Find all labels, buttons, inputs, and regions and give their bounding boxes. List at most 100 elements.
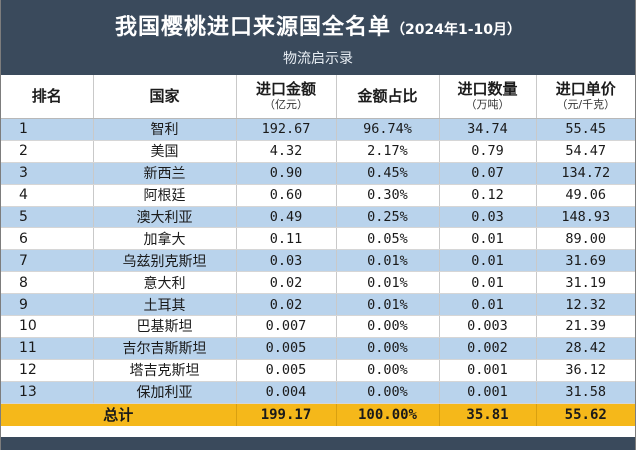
cell-country: 美国 bbox=[93, 140, 237, 163]
cell-quantity: 0.01 bbox=[439, 227, 537, 251]
cell-rank: 11 bbox=[1, 337, 94, 360]
cell-amount: 0.004 bbox=[236, 381, 337, 404]
cell-price: 28.42 bbox=[536, 337, 635, 360]
cell-quantity: 0.07 bbox=[439, 162, 537, 185]
cell-country: 智利 bbox=[93, 118, 237, 141]
cell-share: 0.45% bbox=[336, 162, 440, 185]
cell-quantity: 0.01 bbox=[439, 271, 537, 295]
total-label: 总计 bbox=[1, 403, 237, 426]
table-row: 11 吉尔吉斯斯坦 0.005 0.00% 0.002 28.42 bbox=[1, 337, 635, 360]
cell-price: 36.12 bbox=[536, 359, 635, 382]
table-row: 3 新西兰 0.90 0.45% 0.07 134.72 bbox=[1, 162, 635, 185]
cell-rank: 2 bbox=[1, 140, 94, 163]
cell-share: 0.30% bbox=[336, 184, 440, 207]
cell-rank: 9 bbox=[1, 293, 94, 317]
cell-country: 新西兰 bbox=[93, 162, 237, 185]
col-header-quantity: 进口数量 （万吨） bbox=[439, 75, 537, 119]
cell-price: 31.19 bbox=[536, 271, 635, 295]
cell-amount: 0.03 bbox=[236, 249, 337, 273]
cell-share: 0.00% bbox=[336, 337, 440, 360]
cell-country: 塔吉克斯坦 bbox=[93, 359, 237, 382]
cell-country: 保加利亚 bbox=[93, 381, 237, 404]
cell-amount: 0.005 bbox=[236, 337, 337, 360]
cell-amount: 0.007 bbox=[236, 315, 337, 338]
cell-quantity: 0.01 bbox=[439, 249, 537, 273]
cell-amount: 0.49 bbox=[236, 206, 337, 229]
title-period: （2024年1-10月） bbox=[391, 22, 521, 38]
cell-amount: 4.32 bbox=[236, 140, 337, 163]
cell-share: 2.17% bbox=[336, 140, 440, 163]
total-row: 总计 199.17 100.00% 35.81 55.62 bbox=[1, 403, 635, 426]
cell-quantity: 34.74 bbox=[439, 118, 537, 141]
cell-share: 96.74% bbox=[336, 118, 440, 141]
unit-label: （元/千克） bbox=[556, 98, 616, 112]
cell-price: 148.93 bbox=[536, 206, 635, 229]
table-row: 9 土耳其 0.02 0.01% 0.01 12.32 bbox=[1, 293, 635, 317]
cell-price: 12.32 bbox=[536, 293, 635, 317]
cell-quantity: 0.003 bbox=[439, 315, 537, 338]
cell-rank: 4 bbox=[1, 184, 94, 207]
cell-amount: 0.005 bbox=[236, 359, 337, 382]
cell-price: 55.45 bbox=[536, 118, 635, 141]
cell-rank: 8 bbox=[1, 271, 94, 295]
cell-country: 阿根廷 bbox=[93, 184, 237, 207]
cell-amount: 192.67 bbox=[236, 118, 337, 141]
table-row: 1 智利 192.67 96.74% 34.74 55.45 bbox=[1, 118, 635, 141]
cell-price: 134.72 bbox=[536, 162, 635, 185]
col-header-rank: 排名 bbox=[1, 75, 94, 119]
table-head: 排名 国家 进口金额 （亿元） 金额占比 进口数量 （万吨） 进口单价 （元/千克） bbox=[1, 75, 635, 119]
cell-country: 吉尔吉斯斯坦 bbox=[93, 337, 237, 360]
cell-country: 意大利 bbox=[93, 271, 237, 295]
total-price: 55.62 bbox=[536, 403, 635, 426]
total-quantity: 35.81 bbox=[439, 403, 537, 426]
table-row: 8 意大利 0.02 0.01% 0.01 31.19 bbox=[1, 271, 635, 295]
cell-rank: 13 bbox=[1, 381, 94, 404]
total-amount: 199.17 bbox=[236, 403, 337, 426]
footer-note-strip bbox=[1, 437, 635, 450]
header-row: 排名 国家 进口金额 （亿元） 金额占比 进口数量 （万吨） 进口单价 （元/千克） bbox=[1, 75, 635, 119]
cell-quantity: 0.001 bbox=[439, 381, 537, 404]
cell-quantity: 0.01 bbox=[439, 293, 537, 317]
table-row: 7 乌兹别克斯坦 0.03 0.01% 0.01 31.69 bbox=[1, 249, 635, 273]
cell-quantity: 0.001 bbox=[439, 359, 537, 382]
cell-quantity: 0.79 bbox=[439, 140, 537, 163]
cell-price: 31.58 bbox=[536, 381, 635, 404]
col-header-amount: 进口金额 （亿元） bbox=[236, 75, 337, 119]
unit-label: （亿元） bbox=[264, 98, 308, 112]
cell-rank: 5 bbox=[1, 206, 94, 229]
table-row: 12 塔吉克斯坦 0.005 0.00% 0.001 36.12 bbox=[1, 359, 635, 382]
cell-price: 54.47 bbox=[536, 140, 635, 163]
cell-price: 21.39 bbox=[536, 315, 635, 338]
cell-rank: 1 bbox=[1, 118, 94, 141]
table-row: 5 澳大利亚 0.49 0.25% 0.03 148.93 bbox=[1, 206, 635, 229]
table-body: 1 智利 192.67 96.74% 34.74 55.45 2 美国 4.32 2.17% 0.7… bbox=[1, 118, 635, 404]
cell-quantity: 0.12 bbox=[439, 184, 537, 207]
cell-rank: 12 bbox=[1, 359, 94, 382]
table-foot: 总计 199.17 100.00% 35.81 55.62 bbox=[1, 403, 635, 426]
table-row: 4 阿根廷 0.60 0.30% 0.12 49.06 bbox=[1, 184, 635, 207]
cell-share: 0.01% bbox=[336, 293, 440, 317]
cell-rank: 6 bbox=[1, 227, 94, 251]
cell-country: 乌兹别克斯坦 bbox=[93, 249, 237, 273]
cell-rank: 3 bbox=[1, 162, 94, 185]
import-data-table: 排名 国家 进口金额 （亿元） 金额占比 进口数量 （万吨） 进口单价 （元/千克） … bbox=[1, 75, 635, 426]
cell-country: 加拿大 bbox=[93, 227, 237, 251]
cell-share: 0.01% bbox=[336, 271, 440, 295]
cell-share: 0.25% bbox=[336, 206, 440, 229]
table-row: 2 美国 4.32 2.17% 0.79 54.47 bbox=[1, 140, 635, 163]
cell-price: 49.06 bbox=[536, 184, 635, 207]
cell-amount: 0.60 bbox=[236, 184, 337, 207]
cell-price: 89.00 bbox=[536, 227, 635, 251]
cell-share: 0.05% bbox=[336, 227, 440, 251]
table-row: 13 保加利亚 0.004 0.00% 0.001 31.58 bbox=[1, 381, 635, 404]
col-header-share: 金额占比 bbox=[336, 75, 440, 119]
total-share: 100.00% bbox=[336, 403, 440, 426]
table-row: 6 加拿大 0.11 0.05% 0.01 89.00 bbox=[1, 227, 635, 251]
title-text: 我国樱桃进口来源国全名单 bbox=[114, 15, 391, 40]
table-row: 10 巴基斯坦 0.007 0.00% 0.003 21.39 bbox=[1, 315, 635, 338]
col-header-price: 进口单价 （元/千克） bbox=[536, 75, 635, 119]
page-title: 我国樱桃进口来源国全名单（2024年1-10月） bbox=[1, 0, 635, 41]
cell-country: 澳大利亚 bbox=[93, 206, 237, 229]
subtitle-source: 物流启示录 bbox=[283, 51, 353, 67]
